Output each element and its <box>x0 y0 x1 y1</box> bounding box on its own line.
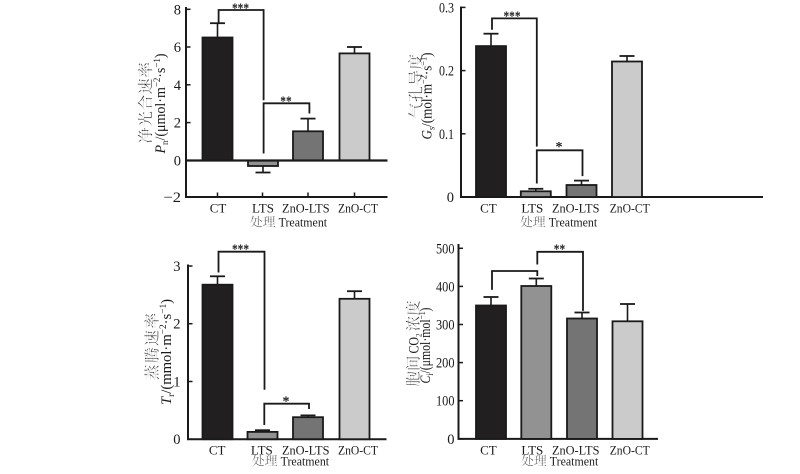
svg-text:CT: CT <box>480 201 497 216</box>
svg-text:ZnO-LTS: ZnO-LTS <box>552 201 600 216</box>
svg-text:2: 2 <box>174 116 181 132</box>
svg-text:Treatment: Treatment <box>279 214 328 229</box>
svg-text:***: *** <box>232 2 249 17</box>
svg-text:LTS: LTS <box>521 442 543 457</box>
svg-text:0.2: 0.2 <box>439 64 454 80</box>
svg-text:*: * <box>283 395 290 410</box>
svg-text:Treatment: Treatment <box>549 214 598 229</box>
svg-text:300: 300 <box>436 318 455 334</box>
svg-text:−2: −2 <box>164 190 182 206</box>
svg-text:LTS: LTS <box>252 201 274 216</box>
svg-text:0: 0 <box>447 190 454 206</box>
svg-text:3: 3 <box>173 259 180 275</box>
svg-text:***: *** <box>503 10 520 25</box>
svg-text:Treatment: Treatment <box>550 453 599 468</box>
svg-text:Treatment: Treatment <box>281 453 330 468</box>
svg-text:ZnO-LTS: ZnO-LTS <box>552 442 600 457</box>
svg-text:0: 0 <box>174 154 181 170</box>
svg-text:ZnO-CT: ZnO-CT <box>338 201 378 216</box>
svg-text:0.1: 0.1 <box>439 127 454 143</box>
svg-text:500: 500 <box>436 241 455 257</box>
svg-text:CT: CT <box>210 201 227 216</box>
svg-text:0: 0 <box>173 432 180 448</box>
svg-text:8: 8 <box>174 2 181 18</box>
svg-text:1: 1 <box>173 375 180 391</box>
svg-text:Gs/(mol·m−2·s−1): Gs/(mol·m−2·s−1) <box>420 53 438 140</box>
svg-text:CO2: CO2 <box>407 334 424 354</box>
svg-text:LTS: LTS <box>521 201 543 216</box>
svg-text:ZnO-CT: ZnO-CT <box>610 201 650 216</box>
svg-text:200: 200 <box>436 356 455 372</box>
svg-text:400: 400 <box>436 279 455 295</box>
svg-text:*: * <box>556 140 563 155</box>
svg-text:100: 100 <box>436 394 455 410</box>
svg-text:Ci/(μmol·mol−1): Ci/(μmol·mol−1) <box>418 308 436 384</box>
svg-text:CT: CT <box>209 442 226 457</box>
svg-text:***: *** <box>232 243 249 258</box>
svg-text:ZnO-CT: ZnO-CT <box>338 442 378 457</box>
svg-text:2: 2 <box>173 317 180 333</box>
svg-text:**: ** <box>280 94 291 109</box>
svg-text:**: ** <box>554 243 565 258</box>
svg-text:0.3: 0.3 <box>439 0 454 16</box>
svg-text:ZnO-CT: ZnO-CT <box>610 442 650 457</box>
svg-text:ZnO-LTS: ZnO-LTS <box>282 442 330 457</box>
svg-text:Pn/(μmol·m−2·s−1): Pn/(μmol·m−2·s−1) <box>153 54 171 155</box>
svg-text:ZnO-LTS: ZnO-LTS <box>282 201 330 216</box>
svg-text:0: 0 <box>447 432 454 448</box>
svg-text:6: 6 <box>174 40 181 56</box>
svg-text:Tr/(mmol·m−2·s−1): Tr/(mmol·m−2·s−1) <box>159 299 177 405</box>
svg-text:CT: CT <box>480 442 497 457</box>
svg-text:LTS: LTS <box>251 442 273 457</box>
svg-text:4: 4 <box>174 78 182 94</box>
